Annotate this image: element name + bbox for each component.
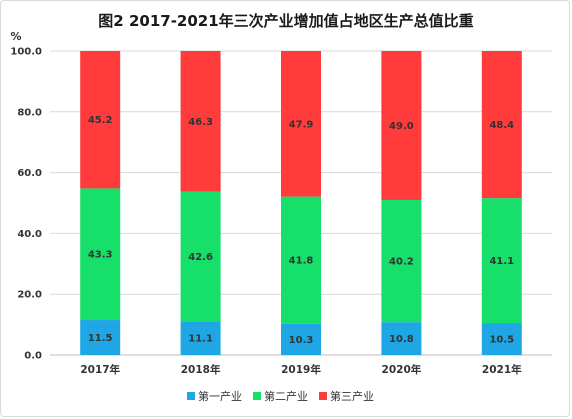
- bar-segment-2: [80, 188, 121, 321]
- bar-segment-1: [80, 320, 121, 355]
- bar-segment-1: [180, 321, 221, 355]
- bar-segment-2: [481, 198, 522, 324]
- bar-segment-3: [180, 51, 221, 192]
- y-axis-ticks: 0.0 20.0 40.0 60.0 80.0 100.0: [10, 47, 42, 362]
- y-tick-label: 20.0: [17, 290, 42, 301]
- data-label: 41.1: [489, 256, 514, 267]
- bar-segment-2: [281, 196, 321, 324]
- bar-segment-3: [281, 51, 321, 197]
- bar-segment-1: [381, 322, 422, 355]
- legend-item: 第二产业: [253, 389, 308, 403]
- data-label: 40.2: [389, 257, 414, 268]
- y-axis-unit: %: [10, 30, 21, 43]
- y-tick-label: 100.0: [10, 47, 42, 58]
- gridlines: [50, 50, 552, 356]
- bar-segment-1: [281, 323, 321, 355]
- legend: 第一产业 第二产业 第三产业: [187, 389, 374, 403]
- data-label: 10.3: [289, 335, 314, 346]
- data-label: 48.4: [489, 120, 514, 131]
- bar-segment-1: [481, 323, 522, 355]
- x-axis-ticks: 2017年 2018年 2019年 2020年 2021年: [80, 363, 522, 376]
- legend-label: 第二产业: [264, 389, 308, 403]
- data-labels: 11.5 43.3 45.2 11.1 42.6 46.3 10.3 41.8 47.9 10.8…: [88, 115, 514, 346]
- data-label: 45.2: [88, 115, 113, 126]
- x-tick-label: 2018年: [181, 363, 221, 376]
- x-tick-label: 2019年: [281, 363, 321, 376]
- bar-segment-3: [481, 51, 522, 199]
- data-label: 11.5: [88, 333, 113, 344]
- legend-item: 第一产业: [187, 389, 242, 403]
- y-tick-label: 40.0: [17, 229, 42, 240]
- data-label: 47.9: [289, 119, 314, 130]
- data-label: 10.5: [489, 335, 514, 346]
- chart-title: 图2 2017-2021年三次产业增加值占地区生产总值比重: [98, 12, 473, 30]
- legend-item: 第三产业: [319, 389, 374, 403]
- y-tick-label: 60.0: [17, 168, 42, 179]
- legend-swatch: [253, 392, 261, 400]
- legend-swatch: [319, 392, 327, 400]
- bar-segment-2: [180, 191, 221, 322]
- bar-segment-3: [80, 51, 121, 189]
- y-tick-label: 80.0: [17, 107, 42, 118]
- legend-label: 第三产业: [330, 389, 374, 403]
- data-label: 10.8: [389, 334, 414, 345]
- legend-label: 第一产业: [198, 389, 242, 403]
- x-tick-label: 2017年: [80, 363, 120, 376]
- x-tick-label: 2021年: [482, 363, 522, 376]
- data-label: 49.0: [389, 121, 414, 132]
- data-label: 43.3: [88, 250, 113, 261]
- data-label: 46.3: [188, 117, 213, 128]
- bar-segment-3: [381, 51, 422, 200]
- bars: [80, 51, 522, 355]
- x-tick-label: 2020年: [382, 363, 422, 376]
- y-tick-label: 0.0: [24, 351, 42, 362]
- legend-swatch: [187, 392, 195, 400]
- bar-segment-2: [381, 199, 422, 323]
- data-label: 41.8: [289, 256, 314, 267]
- data-label: 42.6: [188, 252, 213, 263]
- data-label: 11.1: [188, 334, 213, 345]
